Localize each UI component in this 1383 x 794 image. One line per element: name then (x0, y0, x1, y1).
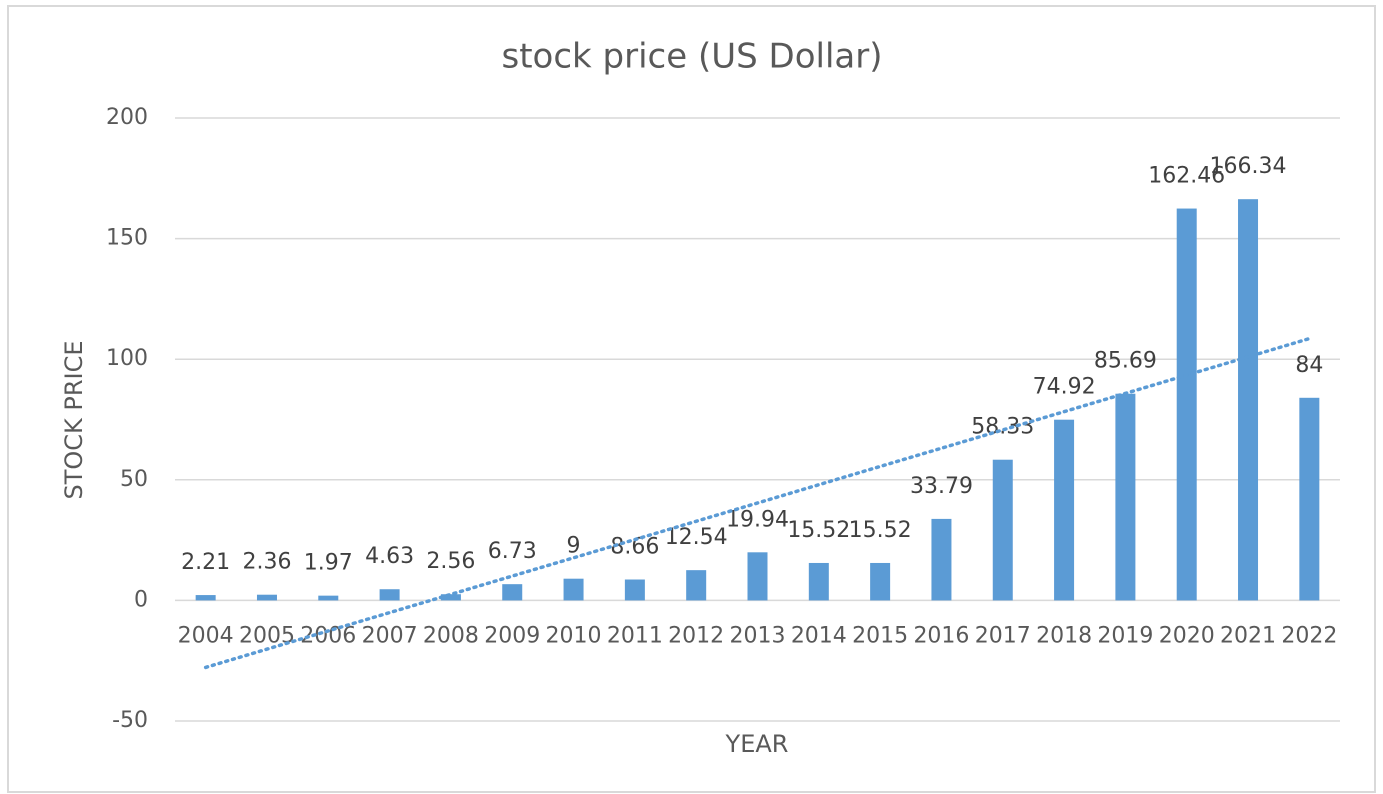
bar (1054, 419, 1075, 601)
x-tick-label: 2016 (913, 623, 969, 648)
x-tick-label: 2022 (1281, 623, 1337, 648)
bar (1238, 199, 1259, 601)
x-tick-label: 2012 (668, 623, 724, 648)
bar (256, 594, 277, 601)
x-tick-label: 2008 (423, 623, 479, 648)
data-label: 33.79 (910, 474, 973, 499)
y-tick-label: 200 (106, 105, 148, 130)
data-label: 9 (567, 534, 581, 559)
data-label: 166.34 (1210, 154, 1287, 179)
x-tick-label: 2007 (362, 623, 418, 648)
data-label: 84 (1295, 353, 1323, 378)
bar (379, 589, 400, 601)
bar (931, 518, 952, 601)
x-tick-label: 2014 (791, 623, 847, 648)
x-tick-label: 2009 (484, 623, 540, 648)
bar (624, 579, 645, 601)
chart-title: stock price (US Dollar) (502, 37, 883, 77)
data-label: 2.21 (181, 550, 230, 575)
y-tick-label: 50 (120, 467, 148, 492)
y-axis-title: STOCK PRICE (60, 340, 88, 499)
bar (686, 570, 707, 601)
data-label: 2.36 (242, 550, 291, 575)
data-label: 1.97 (304, 551, 353, 576)
bar (870, 562, 891, 601)
bar (992, 459, 1013, 601)
data-label: 162.46 (1148, 164, 1225, 189)
x-tick-label: 2018 (1036, 623, 1092, 648)
bar (1299, 397, 1320, 601)
bar (318, 595, 339, 601)
x-tick-label: 2004 (178, 623, 234, 648)
bar (1115, 393, 1136, 601)
x-axis-title: YEAR (725, 730, 789, 758)
data-label: 85.69 (1094, 349, 1157, 374)
bar (563, 578, 584, 601)
x-tick-label: 2015 (852, 623, 908, 648)
x-tick-label: 2021 (1220, 623, 1276, 648)
x-tick-label: 2010 (546, 623, 602, 648)
y-tick-label: 100 (106, 346, 148, 371)
bar (747, 552, 768, 601)
bar (440, 594, 461, 601)
data-label: 74.92 (1033, 375, 1096, 400)
y-tick-label: 0 (134, 587, 148, 612)
data-label: 15.52 (787, 518, 850, 543)
x-tick-label: 2019 (1097, 623, 1153, 648)
data-label: 15.52 (849, 518, 912, 543)
data-label: 2.56 (426, 549, 475, 574)
bar (502, 584, 523, 601)
bar (808, 562, 829, 601)
bar (195, 595, 216, 601)
data-label: 12.54 (665, 525, 728, 550)
y-tick-label: -50 (112, 708, 148, 733)
data-label: 58.33 (971, 415, 1034, 440)
x-tick-label: 2017 (975, 623, 1031, 648)
x-tick-label: 2011 (607, 623, 663, 648)
data-label: 6.73 (488, 539, 537, 564)
x-tick-label: 2013 (730, 623, 786, 648)
data-label: 4.63 (365, 544, 414, 569)
data-label: 19.94 (726, 507, 789, 532)
trendline (203, 336, 1312, 670)
x-tick-label: 2020 (1159, 623, 1215, 648)
bar (1176, 208, 1197, 601)
chart-frame (7, 5, 1376, 793)
y-tick-label: 150 (106, 226, 148, 251)
